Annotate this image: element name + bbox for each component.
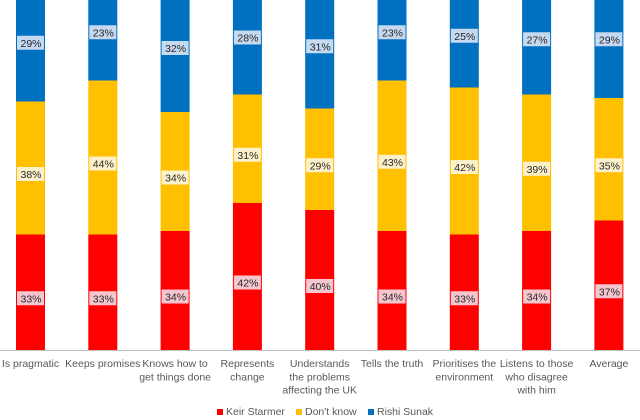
data-labels-layer: 33% 38% 29% 33% 44% 23% 34% 34% 32% 42% 31% 28% 40% 2… (17, 25, 623, 306)
data-label-box (233, 30, 261, 45)
data-label-box (17, 291, 44, 306)
data-label-box (89, 25, 117, 40)
bar-segment-rishi-sunak-2 (160, 0, 190, 112)
bar-segment-rishi-sunak-1 (88, 0, 118, 81)
category-label: Understands the problems affecting the UK (282, 358, 357, 397)
data-label: 34% (382, 292, 403, 304)
data-label-box (595, 284, 623, 299)
legend-swatch (368, 409, 374, 415)
legend-label: Don't know (305, 406, 357, 418)
data-label-box (17, 35, 44, 50)
legend: Keir Starmer Don't know Rishi Sunak (217, 406, 434, 418)
data-label-box (233, 147, 261, 162)
data-label-box (595, 158, 623, 173)
data-label-box (233, 275, 261, 290)
data-label: 31% (310, 41, 331, 53)
data-label-box (378, 154, 406, 169)
data-label-box (523, 32, 551, 47)
bar-segment-rishi-sunak-6 (449, 0, 479, 88)
data-label-box (306, 39, 334, 54)
category-label: Listens to those who disagree with him (500, 358, 574, 397)
data-label: 42% (237, 278, 258, 290)
legend-swatch (296, 409, 302, 415)
data-label: 31% (237, 150, 258, 162)
data-label: 38% (20, 169, 41, 181)
category-label: Is pragmatic (2, 358, 59, 370)
legend-item-don-t-know: Don't know (296, 406, 357, 418)
data-label-box (161, 41, 189, 55)
category-label: Tells the truth (361, 358, 424, 370)
data-label-box (523, 161, 551, 176)
data-label-box (378, 25, 406, 40)
data-label: 35% (599, 160, 620, 172)
category-label: Represents change (221, 358, 275, 383)
bar-segment-rishi-sunak-7 (522, 0, 552, 95)
data-label: 34% (165, 292, 186, 304)
category-label: Average (589, 358, 628, 370)
data-label: 33% (93, 293, 114, 305)
data-label: 37% (599, 286, 620, 298)
data-label-box (306, 158, 334, 173)
category-labels-layer: Is pragmatic Keeps promises Knows how to ge… (2, 358, 629, 397)
data-label: 42% (454, 162, 475, 174)
category-label: Prioritises the environment (432, 358, 496, 383)
data-label-box (450, 28, 478, 43)
data-label: 27% (527, 34, 548, 46)
data-label: 33% (454, 293, 475, 305)
data-label-box (161, 170, 189, 185)
legend-item-keir-starmer: Keir Starmer (217, 406, 285, 418)
bar-segment-rishi-sunak-5 (377, 0, 407, 81)
data-label: 23% (382, 27, 403, 39)
data-label: 25% (454, 31, 475, 43)
data-label: 44% (93, 159, 114, 171)
data-label-box (89, 156, 117, 171)
legend-label: Keir Starmer (226, 406, 285, 418)
data-label-box (450, 160, 478, 174)
data-label: 23% (93, 27, 114, 39)
data-label-box (306, 279, 334, 293)
bar-segment-rishi-sunak-8 (594, 0, 624, 98)
category-label: Knows how to get things done (139, 358, 211, 383)
data-label-box (89, 291, 117, 306)
data-label: 34% (165, 173, 186, 185)
data-label: 29% (599, 34, 620, 46)
legend-item-rishi-sunak: Rishi Sunak (368, 406, 434, 418)
bar-segment-rishi-sunak-0 (16, 0, 45, 102)
data-label-box (523, 289, 551, 304)
data-label: 43% (382, 157, 403, 169)
bar-segment-rishi-sunak-3 (232, 0, 262, 95)
data-label: 40% (310, 281, 331, 293)
data-label-box (17, 167, 44, 181)
data-label: 29% (310, 160, 331, 172)
bar-segment-rishi-sunak-4 (305, 0, 335, 109)
data-label: 39% (527, 164, 548, 176)
legend-swatch (217, 409, 223, 415)
data-label-box (378, 289, 406, 304)
data-label: 33% (20, 293, 41, 305)
data-label-box (595, 32, 623, 47)
data-label: 32% (165, 43, 186, 55)
data-label-box (161, 289, 189, 304)
category-label: Keeps promises (65, 358, 140, 370)
legend-label: Rishi Sunak (377, 406, 434, 418)
data-label-box (450, 291, 478, 306)
data-label: 28% (237, 33, 258, 45)
data-label: 29% (20, 38, 41, 50)
data-label: 34% (527, 292, 548, 304)
